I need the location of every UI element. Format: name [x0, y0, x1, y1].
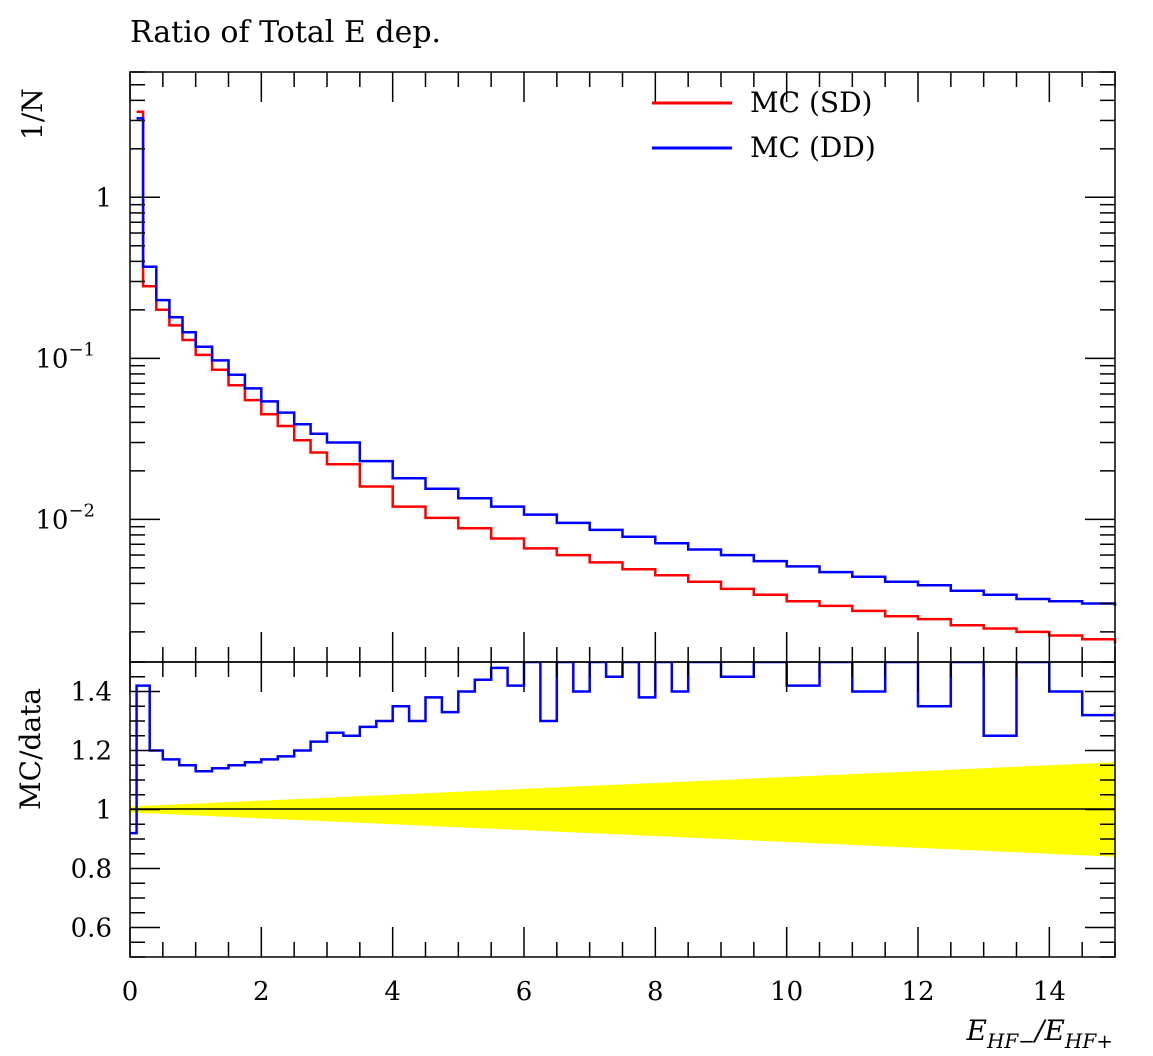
main-y-tick-label: 10−1: [35, 339, 95, 374]
legend-label-sd: MC (SD): [750, 86, 872, 119]
ratio-series-group: [130, 662, 1115, 835]
x-tick-label: 12: [901, 977, 934, 1007]
legend-label-dd: MC (DD): [750, 131, 876, 164]
ratio-series-line-dd: [130, 662, 1115, 835]
x-tick-label: 6: [516, 977, 533, 1007]
main-series-line-sd: [136, 110, 1117, 644]
main-series-group: [136, 110, 1117, 644]
main-x-ticks: [129, 72, 1116, 662]
chart-title: Ratio of Total E dep.: [130, 15, 441, 50]
x-tick-label: 14: [1033, 977, 1066, 1007]
x-tick-label: 10: [770, 977, 803, 1007]
main-y-ticks: 1 10−1 10−2: [35, 71, 1115, 633]
ratio-panel: 0.6 0.8 1 1.2 1.4 0 2 4 6 8 10 12 14: [71, 661, 1116, 1007]
legend: MC (SD) MC (DD): [652, 86, 876, 164]
ratio-y-tick-label: 1.4: [71, 678, 112, 708]
main-panel: 1 10−1 10−2: [35, 71, 1117, 663]
x-tick-label: 0: [122, 977, 139, 1007]
main-series-line-dd: [136, 116, 1117, 606]
ratio-y-tick-label: 0.8: [71, 855, 112, 885]
main-y-axis-title: 1/N: [16, 88, 49, 140]
ratio-y-axis-title: MC/data: [14, 688, 47, 810]
ratio-y-tick-label: 1.2: [71, 737, 112, 767]
ratio-y-tick-label: 0.6: [71, 914, 112, 944]
x-tick-label: 2: [253, 977, 270, 1007]
ratio-y-ticks: 0.6 0.8 1 1.2 1.4: [71, 661, 1115, 958]
ratio-x-ticks: 0 2 4 6 8 10 12 14: [122, 662, 1116, 1007]
main-y-tick-label: 10−2: [35, 500, 95, 535]
ratio-y-tick-label: 1: [95, 796, 112, 826]
x-tick-label: 8: [647, 977, 664, 1007]
main-y-tick-label: 1: [95, 183, 112, 213]
x-tick-label: 4: [384, 977, 401, 1007]
x-axis-title: EHF−/EHF+: [966, 1014, 1113, 1053]
